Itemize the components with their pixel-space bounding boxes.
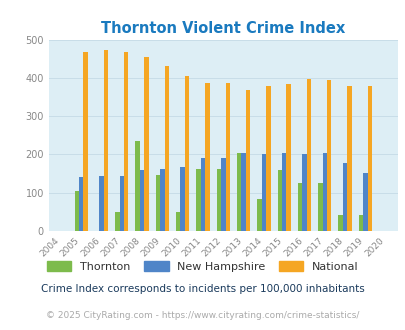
- Bar: [256, 199, 261, 231]
- Title: Thornton Violent Crime Index: Thornton Violent Crime Index: [101, 21, 345, 36]
- Bar: [237, 153, 241, 231]
- Bar: [367, 85, 371, 231]
- Bar: [185, 76, 189, 231]
- Bar: [156, 176, 160, 231]
- Bar: [342, 163, 347, 231]
- Bar: [160, 169, 164, 231]
- Bar: [241, 153, 245, 231]
- Bar: [220, 158, 225, 231]
- Legend: Thornton, New Hampshire, National: Thornton, New Hampshire, National: [43, 256, 362, 276]
- Bar: [79, 178, 83, 231]
- Bar: [326, 80, 330, 231]
- Bar: [245, 90, 249, 231]
- Bar: [115, 212, 119, 231]
- Bar: [286, 84, 290, 231]
- Bar: [362, 173, 367, 231]
- Text: Crime Index corresponds to incidents per 100,000 inhabitants: Crime Index corresponds to incidents per…: [41, 284, 364, 294]
- Text: © 2025 CityRating.com - https://www.cityrating.com/crime-statistics/: © 2025 CityRating.com - https://www.city…: [46, 312, 359, 320]
- Bar: [225, 83, 229, 231]
- Bar: [104, 50, 108, 231]
- Bar: [317, 183, 322, 231]
- Bar: [196, 169, 200, 231]
- Bar: [180, 167, 185, 231]
- Bar: [200, 158, 205, 231]
- Bar: [322, 153, 326, 231]
- Bar: [261, 154, 266, 231]
- Bar: [306, 79, 311, 231]
- Bar: [139, 170, 144, 231]
- Bar: [176, 212, 180, 231]
- Bar: [164, 66, 169, 231]
- Bar: [297, 183, 301, 231]
- Bar: [337, 214, 342, 231]
- Bar: [135, 141, 139, 231]
- Bar: [266, 86, 270, 231]
- Bar: [99, 176, 104, 231]
- Bar: [346, 85, 351, 231]
- Bar: [119, 176, 124, 231]
- Bar: [144, 57, 148, 231]
- Bar: [83, 52, 87, 231]
- Bar: [216, 169, 220, 231]
- Bar: [277, 170, 281, 231]
- Bar: [205, 83, 209, 231]
- Bar: [281, 153, 286, 231]
- Bar: [302, 154, 306, 231]
- Bar: [358, 214, 362, 231]
- Bar: [124, 52, 128, 231]
- Bar: [75, 191, 79, 231]
